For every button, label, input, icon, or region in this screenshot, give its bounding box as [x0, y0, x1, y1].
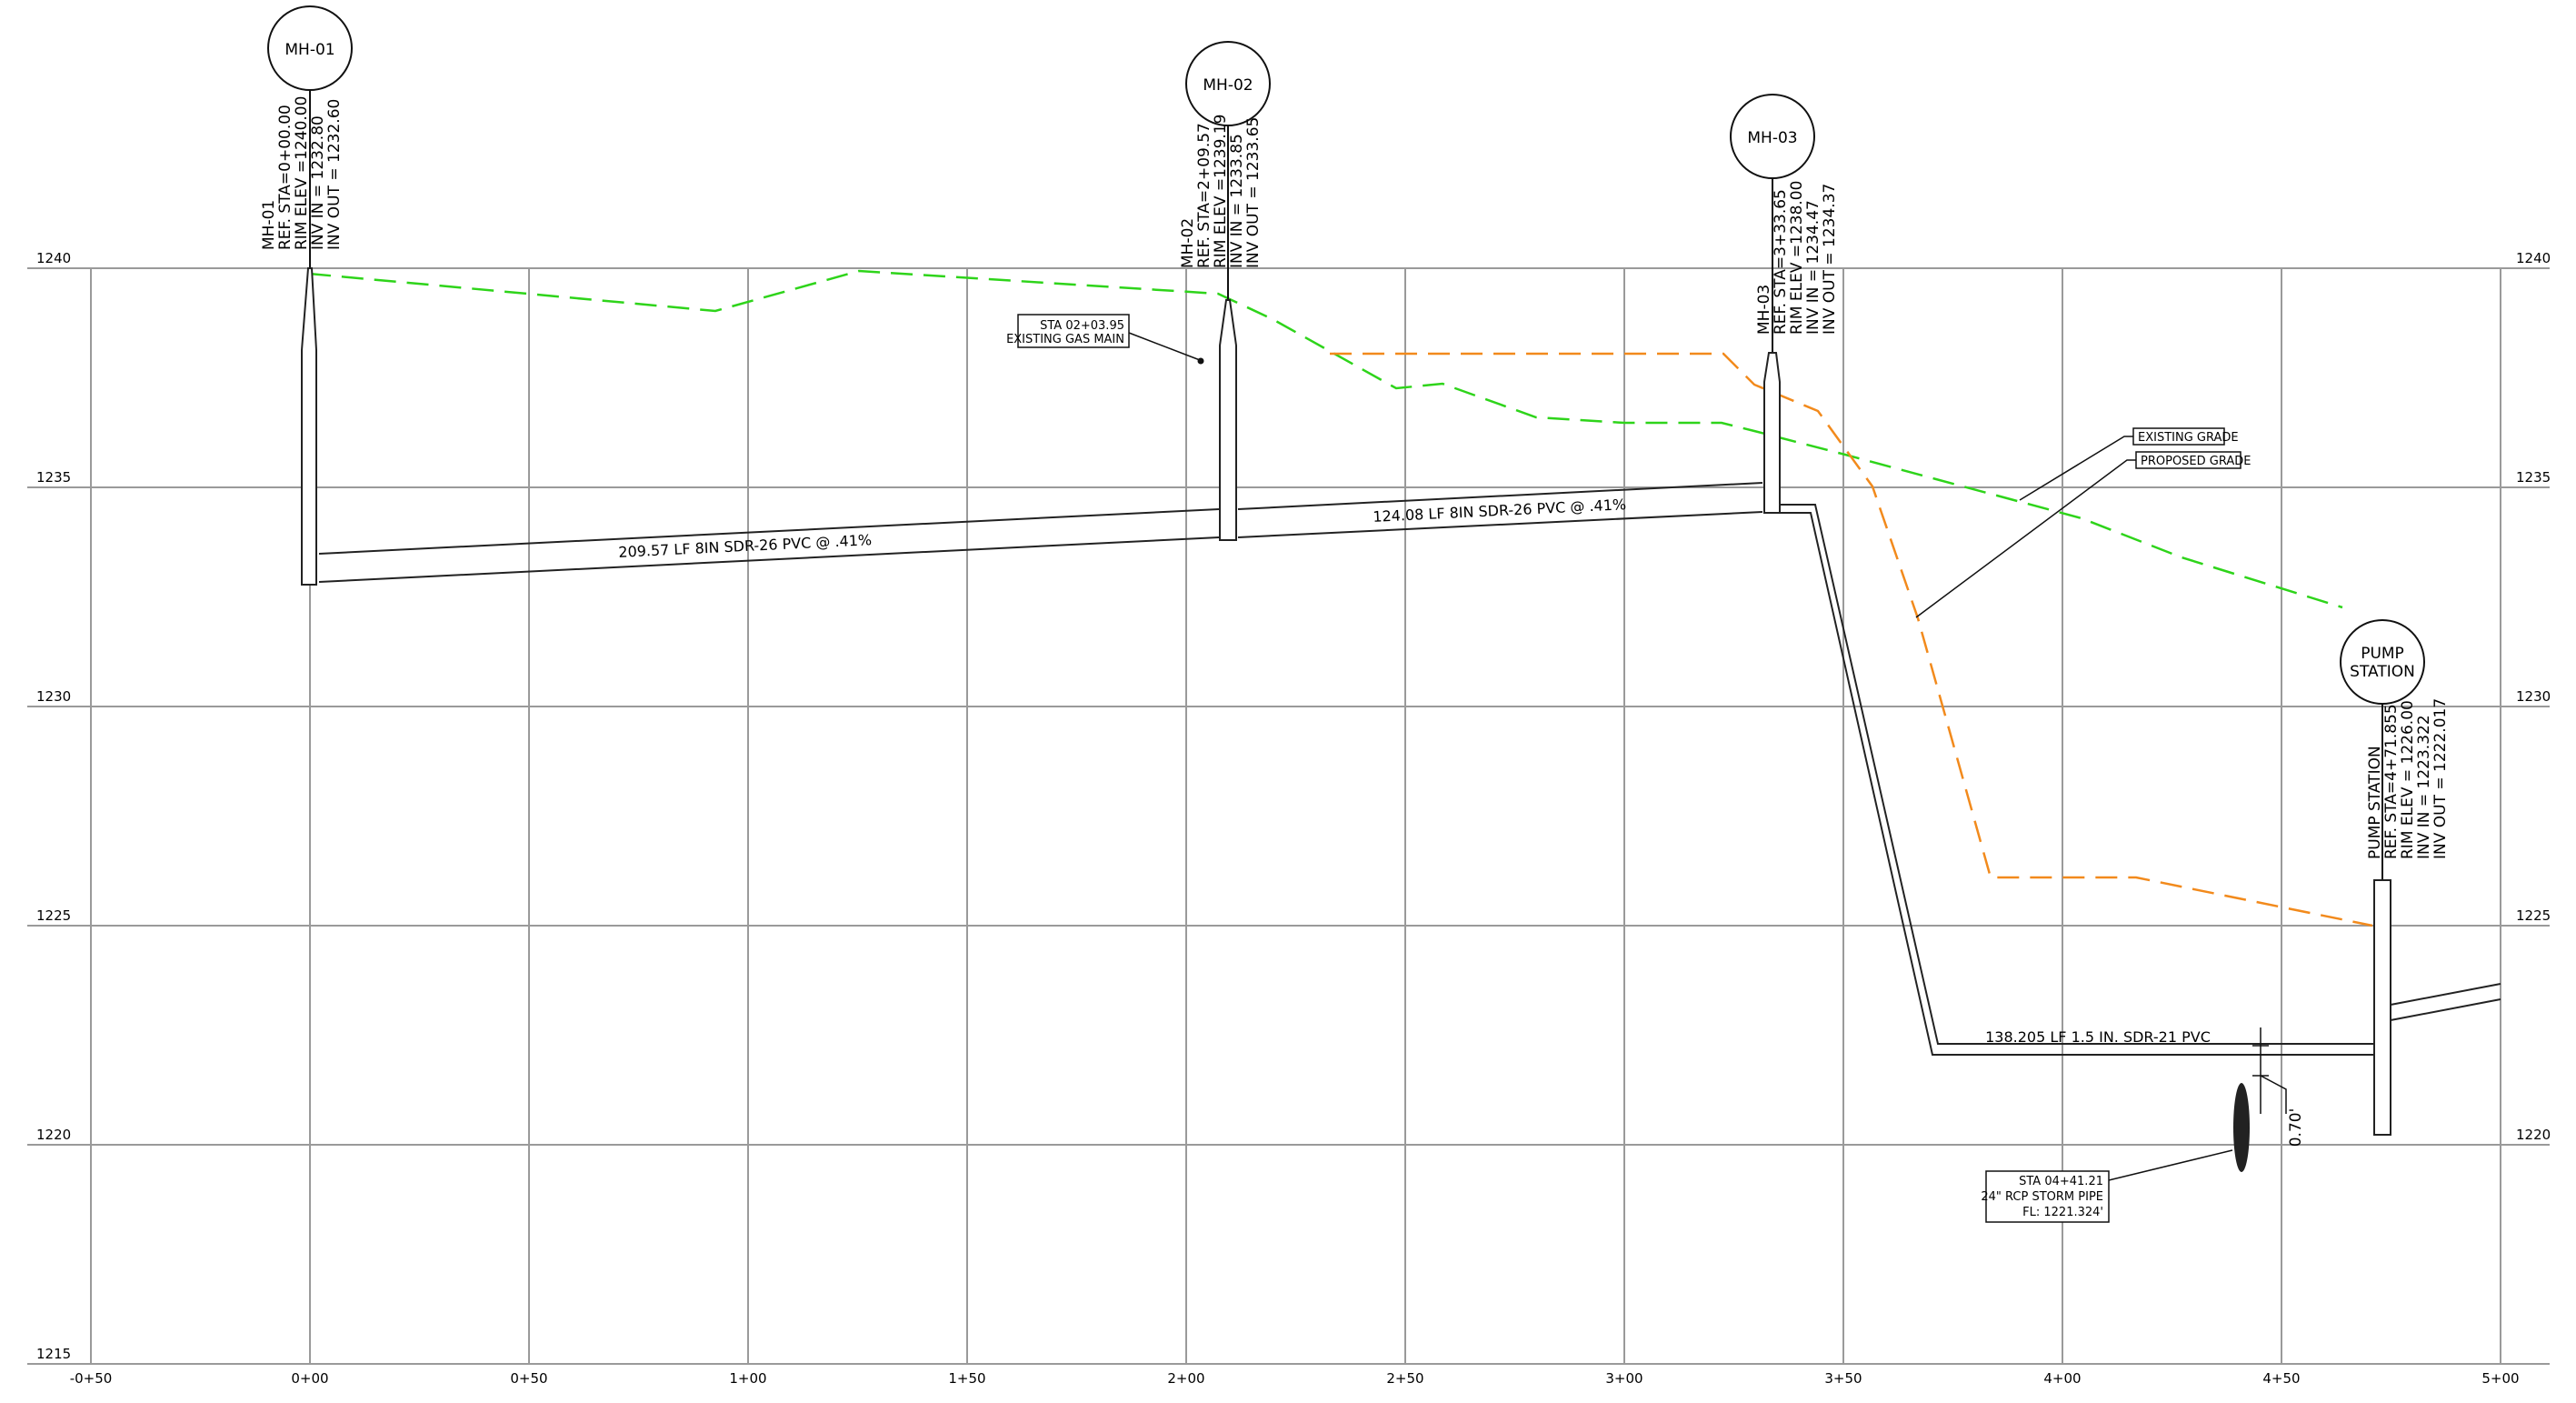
- y-tick-label: 1240: [36, 250, 71, 266]
- y-tick-label: 1215: [36, 1346, 71, 1362]
- pipe-segment-1: [318, 508, 1220, 583]
- clearance-label: 0.70': [2287, 1108, 2305, 1147]
- note-line: RIM ELEV =1238.00: [1788, 181, 1806, 335]
- note-line: INV IN = 1234.47: [1804, 200, 1822, 335]
- callout-text: PROPOSED GRADE: [2141, 455, 2251, 468]
- pump-station-shaft: [2373, 879, 2391, 1136]
- storm-pipe-callout: STA 04+41.21 24" RCP STORM PIPE FL: 1221…: [1981, 1083, 2250, 1223]
- manhole-shaft: [1763, 352, 1781, 514]
- x-tick-label: 4+00: [2043, 1370, 2081, 1387]
- pipe-label-seg3: 138.205 LF 1.5 IN. SDR-21 PVC: [1985, 1028, 2211, 1046]
- y-tick-label: 1220: [36, 1127, 71, 1143]
- pipe-segment-2: [1237, 482, 1763, 538]
- dimension-leader: [2260, 1075, 2287, 1114]
- x-tick-label: 3+00: [1605, 1370, 1642, 1387]
- callout-leader: [1128, 332, 1201, 361]
- note-line: INV OUT = 1232.60: [325, 99, 344, 250]
- pump-station-notes: PUMP STATION REF. STA=4+71.855 RIM ELEV …: [2366, 698, 2450, 859]
- note-line: REF. STA=0+00.00: [276, 105, 295, 250]
- x-tick-label: 4+50: [2262, 1370, 2300, 1387]
- manhole-shaft: [1219, 299, 1237, 541]
- note-line: MH-02: [1179, 218, 1197, 268]
- manhole-mh-03[interactable]: MH-03 MH-03 REF. STA=3+33.65 RIM ELEV =1…: [1730, 94, 1839, 514]
- callout-box: [1985, 1170, 2110, 1223]
- note-line: REF. STA=2+09.57: [1195, 123, 1213, 268]
- manhole-shaft: [301, 267, 317, 586]
- note-line: REF. STA=3+33.65: [1772, 189, 1790, 335]
- note-line: MH-01: [260, 200, 278, 250]
- note-line: RIM ELEV =1240.00: [293, 96, 311, 250]
- x-tick-label: 5+00: [2481, 1370, 2519, 1387]
- manhole-label: MH-02: [1203, 76, 1253, 95]
- note-line: INV IN = 1232.80: [309, 115, 327, 250]
- x-tick-label: 3+50: [1824, 1370, 1862, 1387]
- y-tick-label: 1230: [2516, 688, 2551, 705]
- pump-station-label: STATION: [2350, 663, 2415, 681]
- pump-station-label: PUMP: [2361, 645, 2404, 663]
- note-line: PUMP STATION: [2366, 746, 2384, 859]
- pump-outlet-pipe: [2390, 983, 2501, 1021]
- callout-point: [1197, 357, 1204, 365]
- x-tick-label: 1+00: [729, 1370, 766, 1387]
- y-tick-label: 1240: [2516, 250, 2551, 266]
- note-line: INV OUT = 1234.37: [1821, 184, 1839, 335]
- x-tick-label: -0+50: [70, 1370, 113, 1387]
- callout-text: STA 04+41.21: [2019, 1175, 2103, 1188]
- x-tick-label: 2+00: [1167, 1370, 1204, 1387]
- manhole-mh-01[interactable]: MH-01 MH-01 REF. STA=0+00.00 RIM ELEV =1…: [260, 5, 353, 586]
- proposed-grade-callout: PROPOSED GRADE: [1915, 451, 2251, 618]
- manhole-notes: MH-01 REF. STA=0+00.00 RIM ELEV =1240.00…: [260, 96, 344, 250]
- x-tick-label: 2+50: [1386, 1370, 1423, 1387]
- manhole-label: MH-03: [1747, 129, 1797, 147]
- callout-text: EXISTING GRADE: [2138, 431, 2239, 445]
- sewer-pipes: [318, 482, 2501, 1056]
- manhole-notes: MH-03 REF. STA=3+33.65 RIM ELEV =1238.00…: [1755, 181, 1839, 335]
- storm-pipe-section: [2233, 1083, 2250, 1172]
- profile-grid: [27, 267, 2550, 1365]
- note-line: REF. STA=4+71.855: [2382, 704, 2401, 859]
- manhole-notes: MH-02 REF. STA=2+09.57 RIM ELEV =1239.19…: [1179, 115, 1263, 268]
- note-line: INV OUT = 1233.65: [1244, 117, 1263, 268]
- x-tick-label: 1+50: [948, 1370, 985, 1387]
- proposed-grade-line: [1330, 352, 2373, 927]
- callout-text: EXISTING GAS MAIN: [1006, 333, 1124, 346]
- y-tick-label: 1220: [2516, 1127, 2551, 1143]
- callout-leader: [2019, 436, 2133, 501]
- y-tick-label: 1235: [36, 469, 71, 486]
- callout-box: [1017, 314, 1130, 348]
- x-axis-labels: -0+50 0+00 0+50 1+00 1+50 2+00 2+50 3+00…: [70, 1370, 2520, 1387]
- y-axis-labels-left: 1240 1235 1230 1225 1220 1215: [36, 250, 71, 1362]
- note-line: RIM ELEV =1239.19: [1212, 115, 1230, 268]
- y-axis-labels-right: 1240 1235 1230 1225 1220: [2516, 250, 2551, 1143]
- pump-station[interactable]: PUMP STATION PUMP STATION REF. STA=4+71.…: [2340, 619, 2450, 1136]
- y-tick-label: 1225: [36, 907, 71, 924]
- x-tick-label: 0+00: [291, 1370, 328, 1387]
- gas-main-callout: STA 02+03.95 EXISTING GAS MAIN: [1006, 314, 1204, 365]
- callout-leader: [1915, 459, 2136, 618]
- manhole-label: MH-01: [285, 41, 334, 59]
- manhole-mh-02[interactable]: MH-02 MH-02 REF. STA=2+09.57 RIM ELEV =1…: [1179, 41, 1271, 541]
- callout-leader: [2108, 1149, 2233, 1181]
- y-tick-label: 1225: [2516, 907, 2551, 924]
- y-tick-label: 1230: [36, 688, 71, 705]
- callout-text: 24" RCP STORM PIPE: [1981, 1190, 2103, 1204]
- y-tick-label: 1235: [2516, 469, 2551, 486]
- callout-text: STA 02+03.95: [1040, 319, 1124, 333]
- note-line: INV IN = 1223.322: [2415, 715, 2433, 859]
- clearance-dimension: 0.70': [2252, 1027, 2305, 1147]
- existing-grade-line: [308, 269, 2343, 609]
- note-line: INV IN = 1233.85: [1228, 134, 1246, 268]
- force-main-pipe: [1772, 504, 2374, 1056]
- existing-grade-callout: EXISTING GRADE: [2019, 427, 2239, 501]
- x-tick-label: 0+50: [510, 1370, 547, 1387]
- callout-text: FL: 1221.324': [2022, 1206, 2103, 1219]
- note-line: RIM ELEV = 1226.00: [2399, 700, 2417, 859]
- note-line: MH-03: [1755, 285, 1773, 335]
- note-line: INV OUT = 1222.017: [2431, 698, 2450, 859]
